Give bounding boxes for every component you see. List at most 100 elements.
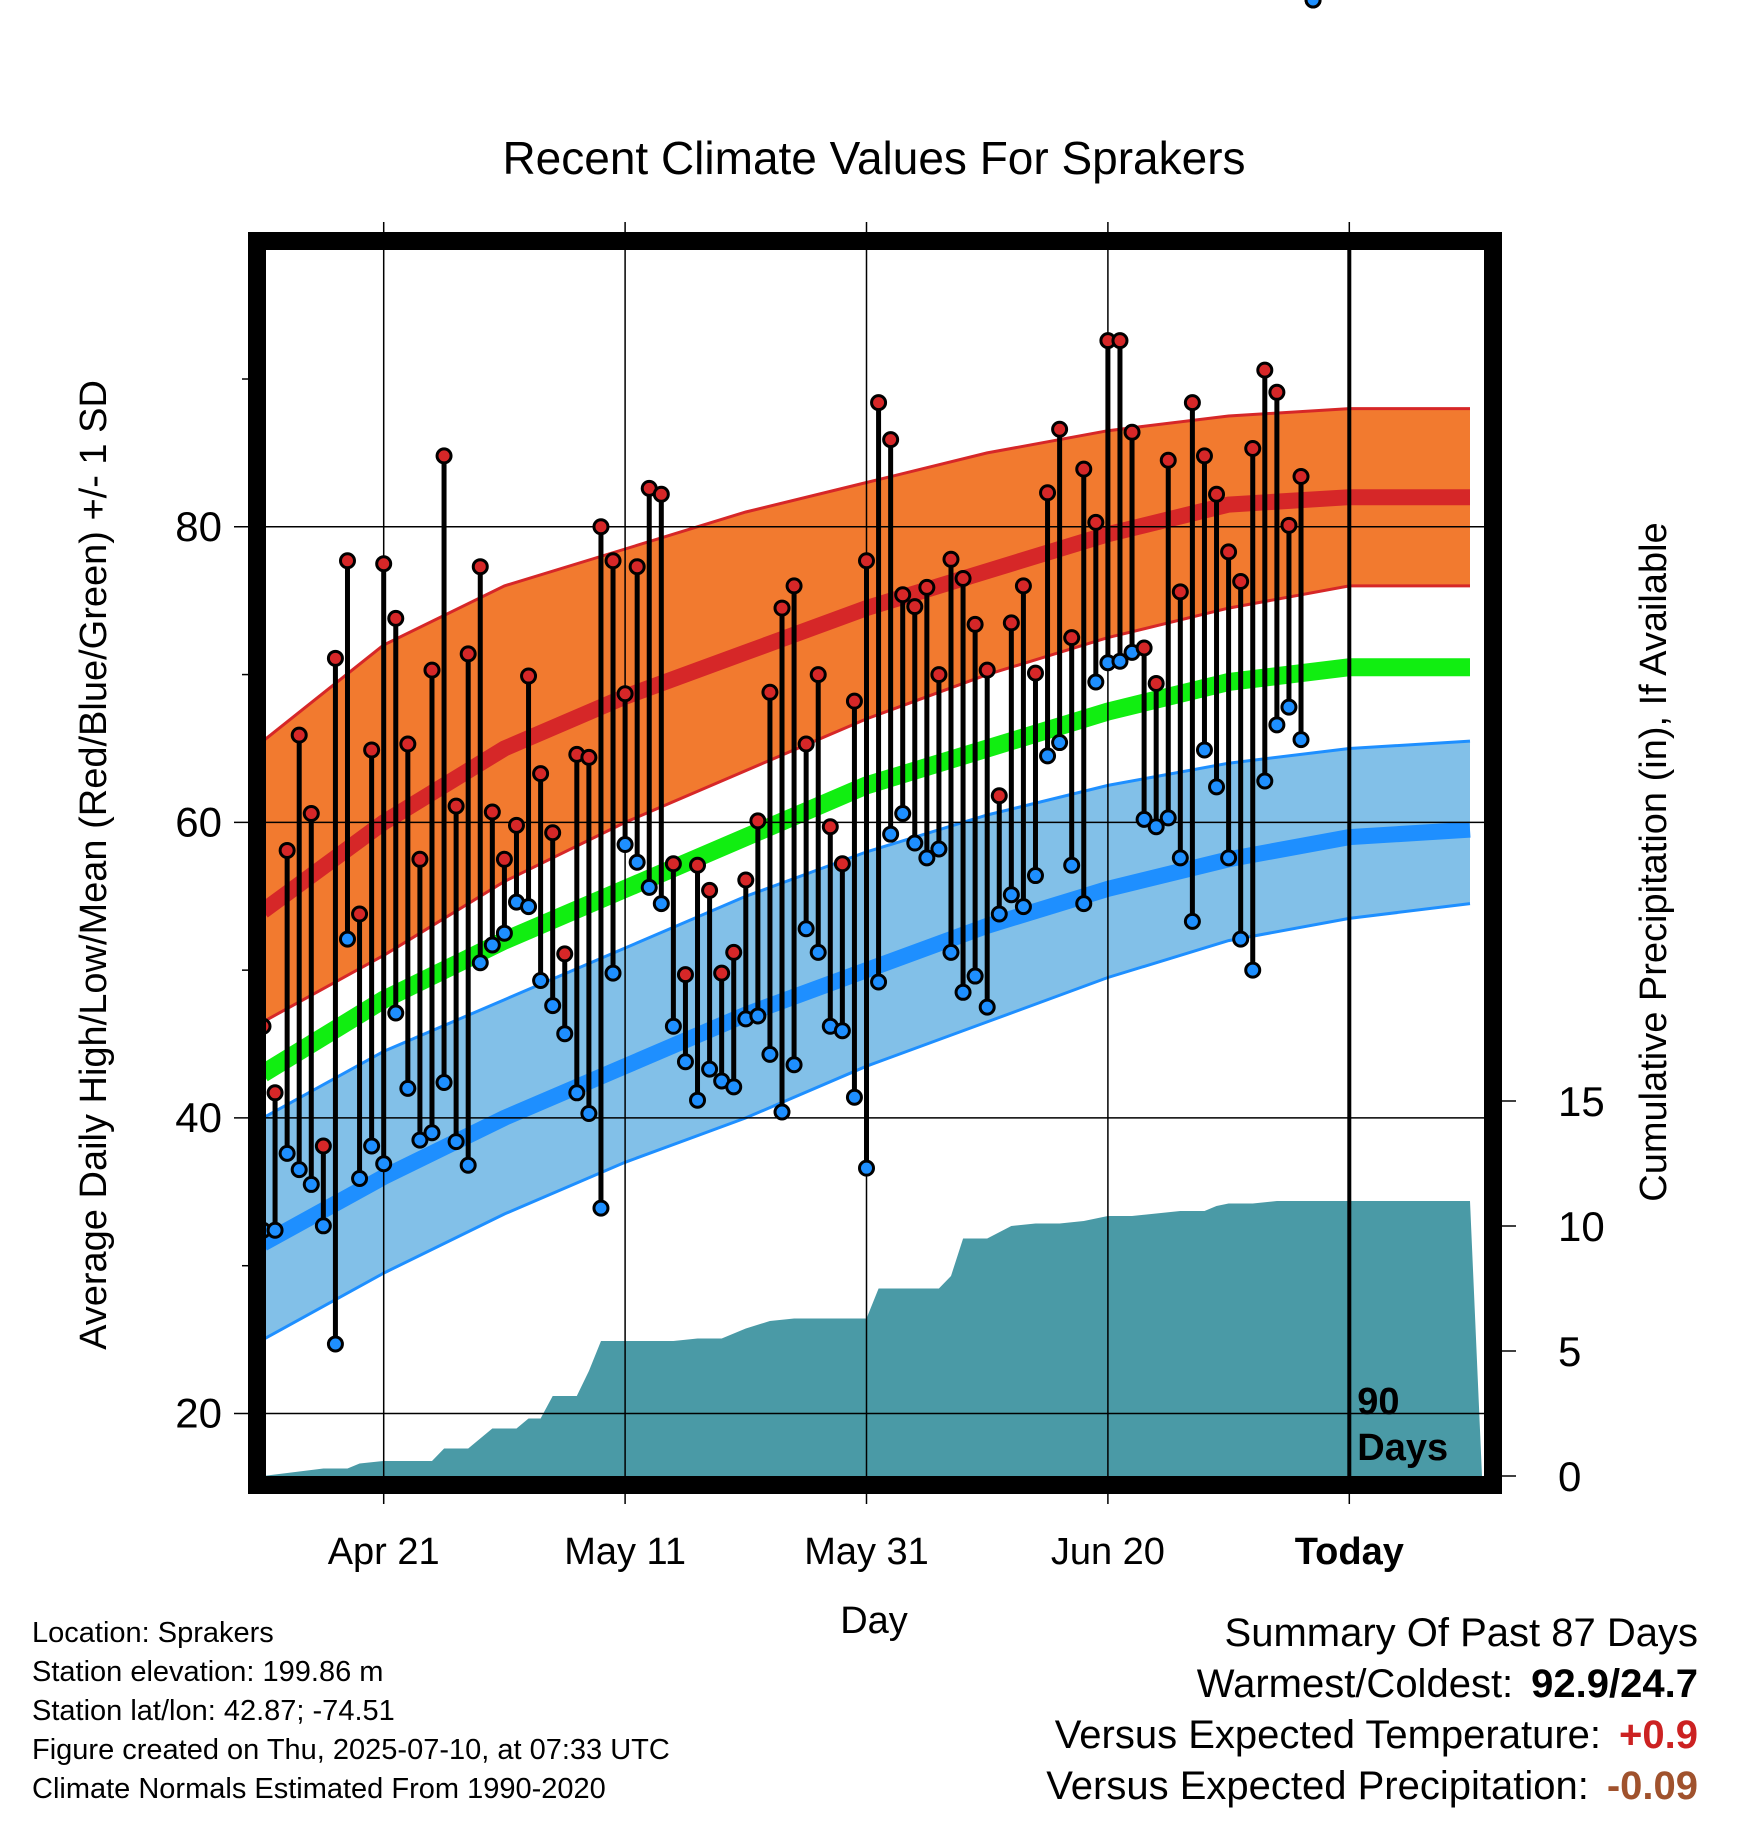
y-tick-label: 60 bbox=[175, 798, 222, 845]
y2-axis-label: Cumulative Precipitation (in), If Availa… bbox=[1633, 522, 1675, 1201]
daily-low-point bbox=[640, 878, 658, 896]
daily-low-point bbox=[459, 1156, 477, 1174]
daily-high-point bbox=[845, 692, 863, 710]
daily-high-point bbox=[1256, 361, 1274, 379]
daily-high-point bbox=[809, 666, 827, 684]
daily-low-point bbox=[1051, 734, 1069, 752]
daily-low-point bbox=[1280, 698, 1298, 716]
y-tick-label: 40 bbox=[175, 1094, 222, 1141]
daily-low-point bbox=[483, 936, 501, 954]
daily-high-point bbox=[1268, 383, 1286, 401]
elevation-text: Station elevation: 199.86 m bbox=[32, 1656, 384, 1688]
daily-low-point bbox=[604, 964, 622, 982]
x-tick-label: May 31 bbox=[804, 1531, 929, 1573]
daily-high-point bbox=[326, 649, 344, 667]
daily-low-point bbox=[628, 853, 646, 871]
daily-low-point bbox=[1256, 772, 1274, 790]
daily-high-point bbox=[338, 552, 356, 570]
daily-high-point bbox=[664, 855, 682, 873]
daily-high-point bbox=[1292, 468, 1310, 486]
daily-low-point bbox=[845, 1088, 863, 1106]
daily-low-point bbox=[278, 1144, 296, 1162]
temp-anomaly-label: Versus Expected Temperature: bbox=[1054, 1713, 1602, 1757]
daily-high-point bbox=[495, 850, 513, 868]
plot-border bbox=[248, 232, 1502, 1494]
daily-high-point bbox=[302, 804, 320, 822]
daily-low-point bbox=[1304, 0, 1322, 9]
daily-high-point bbox=[1232, 572, 1250, 590]
daily-high-point bbox=[266, 1084, 284, 1102]
daily-low-point bbox=[363, 1137, 381, 1155]
daily-low-point bbox=[1075, 895, 1093, 913]
daily-high-point bbox=[1147, 674, 1165, 692]
x-tick-label: Jun 20 bbox=[1051, 1531, 1165, 1573]
daily-low-point bbox=[1195, 741, 1213, 759]
daily-low-point bbox=[423, 1124, 441, 1142]
daily-high-point bbox=[918, 578, 936, 596]
daily-high-point bbox=[966, 615, 984, 633]
daily-high-point bbox=[399, 735, 417, 753]
precip-anomaly-label: Versus Expected Precipitation: bbox=[1046, 1764, 1589, 1808]
daily-high-point bbox=[363, 741, 381, 759]
daily-low-point bbox=[616, 836, 634, 854]
daily-high-point bbox=[1111, 332, 1129, 350]
daily-low-point bbox=[1135, 810, 1153, 828]
daily-low-point bbox=[411, 1131, 429, 1149]
daily-high-point bbox=[532, 765, 550, 783]
y2-tick-label: 15 bbox=[1558, 1078, 1605, 1125]
precip-anomaly-row: Versus Expected Precipitation: -0.09 bbox=[698, 1761, 1698, 1812]
daily-low-point bbox=[1087, 673, 1105, 691]
daily-low-point bbox=[338, 930, 356, 948]
daily-high-point bbox=[604, 552, 622, 570]
daily-low-point bbox=[399, 1079, 417, 1097]
daily-low-point bbox=[520, 898, 538, 916]
daily-low-point bbox=[773, 1103, 791, 1121]
daily-high-point bbox=[773, 599, 791, 617]
daily-range-stems bbox=[260, 340, 1304, 1345]
daily-high-point bbox=[520, 667, 538, 685]
daily-high-point bbox=[930, 666, 948, 684]
daily-high-point bbox=[990, 787, 1008, 805]
daily-high-point bbox=[1123, 423, 1141, 441]
daily-high-point bbox=[447, 797, 465, 815]
daily-low-point bbox=[1220, 849, 1238, 867]
daily-high-point bbox=[471, 558, 489, 576]
daily-low-point bbox=[966, 967, 984, 985]
daily-high-point bbox=[737, 871, 755, 889]
x-axis-label: Day bbox=[840, 1600, 908, 1642]
y2-tick-label: 0 bbox=[1558, 1453, 1581, 1500]
daily-high-point bbox=[894, 586, 912, 604]
daily-low-point bbox=[1268, 716, 1286, 734]
daily-high-point bbox=[833, 855, 851, 873]
window-label: Days bbox=[1357, 1427, 1448, 1469]
daily-high-point bbox=[701, 881, 719, 899]
warmest-coldest-row: Warmest/Coldest: 92.9/24.7 bbox=[698, 1659, 1698, 1710]
daily-high-point bbox=[483, 803, 501, 821]
daily-high-point bbox=[1002, 614, 1020, 632]
daily-high-point bbox=[1075, 460, 1093, 478]
daily-low-point bbox=[447, 1133, 465, 1151]
daily-high-point bbox=[387, 609, 405, 627]
daily-high-point bbox=[713, 964, 731, 982]
axes: Apr 21 May 11 May 31 Jun 20 Today 20 40 60 80 0 5 1… bbox=[175, 222, 1605, 1573]
x-tick-label: May 11 bbox=[564, 1531, 686, 1573]
daily-low-point bbox=[906, 834, 924, 852]
daily-low-point bbox=[809, 943, 827, 961]
daily-low-point bbox=[568, 1084, 586, 1102]
station-info: Location: Sprakers Station elevation: 19… bbox=[32, 1614, 932, 1809]
daily-low-point bbox=[1063, 856, 1081, 874]
daily-high-point bbox=[797, 735, 815, 753]
daily-high-point bbox=[858, 552, 875, 570]
daily-high-point bbox=[423, 661, 441, 679]
daily-high-point bbox=[1208, 485, 1226, 503]
daily-high-point bbox=[1183, 394, 1201, 412]
daily-high-point bbox=[954, 570, 972, 588]
daily-high-point bbox=[1220, 543, 1238, 561]
daily-low-point bbox=[580, 1104, 598, 1122]
daily-low-point bbox=[544, 997, 562, 1015]
warmest-coldest-label: Warmest/Coldest: bbox=[1196, 1662, 1514, 1706]
daily-high-point bbox=[628, 558, 646, 576]
daily-low-point bbox=[1002, 886, 1020, 904]
y-tick-label: 20 bbox=[175, 1389, 222, 1436]
